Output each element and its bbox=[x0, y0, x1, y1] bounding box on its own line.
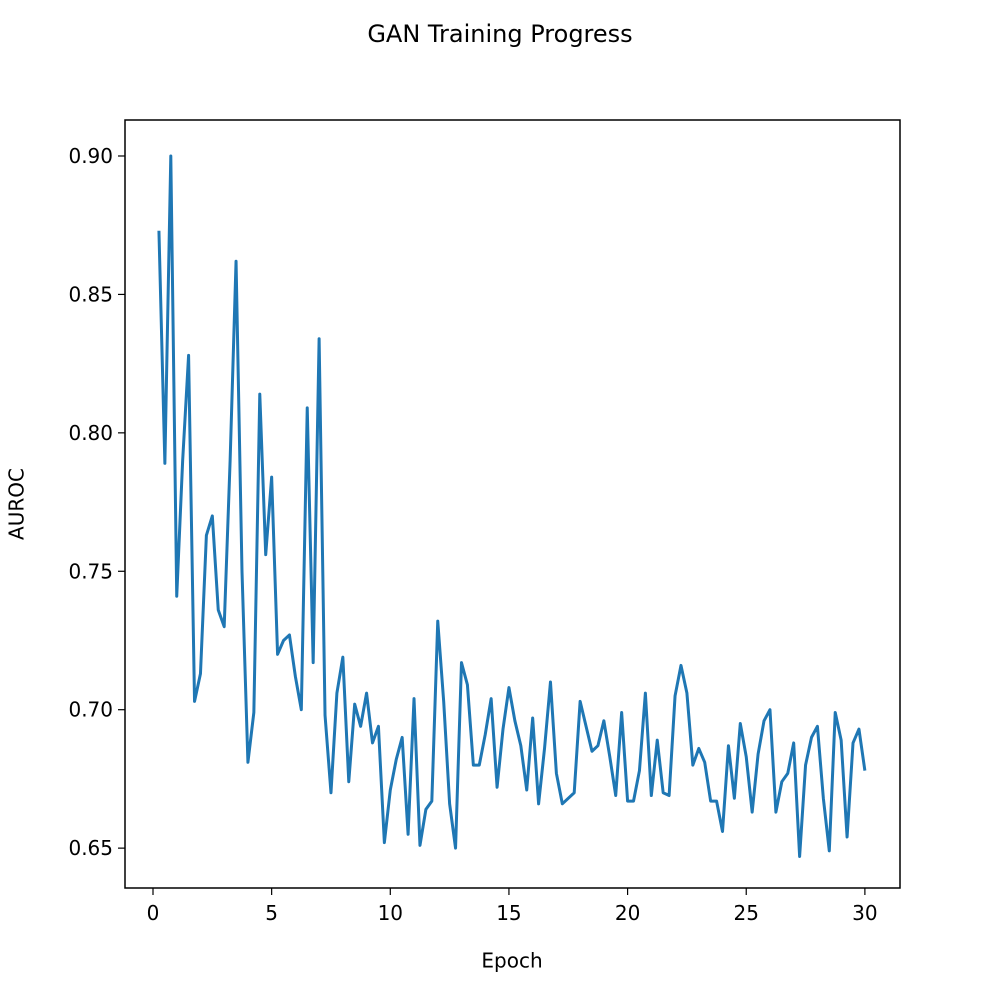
y-axis-label: AUROC bbox=[5, 468, 29, 540]
plot-frame bbox=[124, 119, 901, 889]
y-tick-label: 0.80 bbox=[68, 421, 113, 445]
x-tick-label: 10 bbox=[378, 901, 403, 925]
y-tick-label: 0.85 bbox=[68, 282, 113, 306]
x-tick-label: 20 bbox=[615, 901, 640, 925]
y-tick-label: 0.65 bbox=[68, 836, 113, 860]
y-tick-label: 0.90 bbox=[68, 144, 113, 168]
x-tick-label: 30 bbox=[852, 901, 877, 925]
x-tick-label: 15 bbox=[496, 901, 521, 925]
x-tick-label: 0 bbox=[147, 901, 160, 925]
data-line bbox=[157, 154, 867, 858]
x-tick-label: 5 bbox=[265, 901, 278, 925]
x-tick-label: 25 bbox=[734, 901, 759, 925]
chart-title: GAN Training Progress bbox=[367, 20, 632, 48]
y-tick-label: 0.75 bbox=[68, 559, 113, 583]
x-axis-label: Epoch bbox=[481, 949, 542, 973]
y-tick-label: 0.70 bbox=[68, 698, 113, 722]
